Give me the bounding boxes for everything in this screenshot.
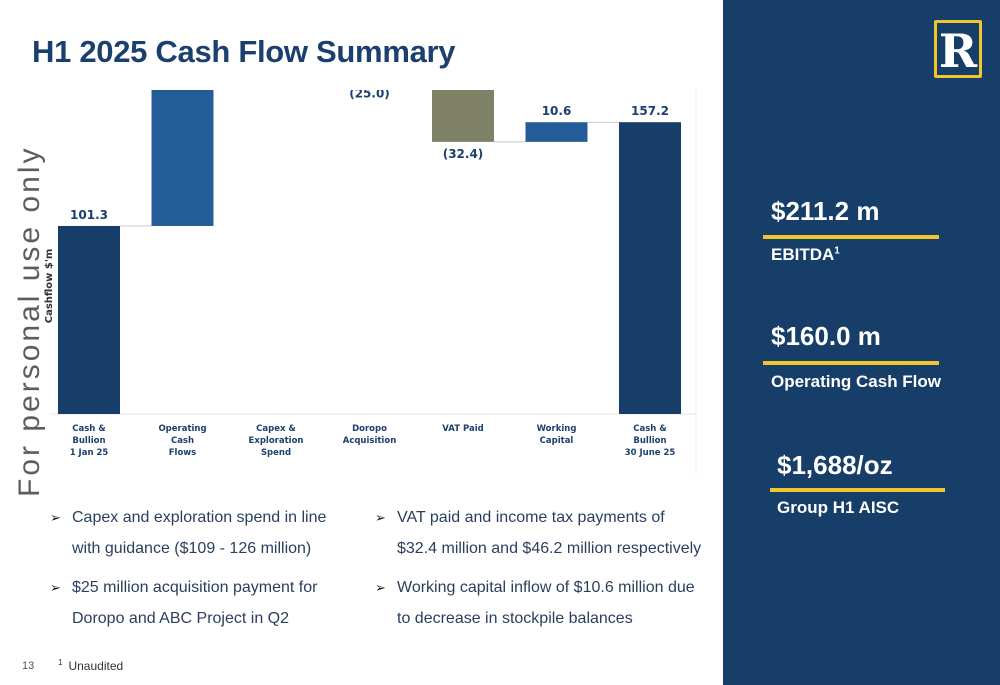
arrow-bullet-icon: ➢	[50, 580, 61, 595]
kpi-ocf-label: Operating Cash Flow	[771, 372, 942, 391]
kpi-aisc-value: $1,688/oz	[777, 450, 893, 480]
category-label-0-0: Cash &	[72, 424, 106, 434]
category-label-6-1: Bullion	[633, 436, 666, 446]
bullet-text: VAT paid and income tax payments of $32.…	[397, 509, 702, 557]
bar-value-label-3: (25.0)	[349, 90, 390, 101]
y-axis-label: Cashflow $'m	[44, 249, 55, 324]
slide-title: H1 2025 Cash Flow Summary	[32, 34, 456, 69]
category-label-2-2: Spend	[261, 448, 291, 458]
bullet-capex: ➢ Capex and exploration spend in line wi…	[50, 502, 350, 564]
footnote: 1 Unaudited	[58, 658, 123, 673]
bullet-acquisition: ➢ $25 million acquisition payment for Do…	[50, 572, 350, 634]
bullet-text: $25 million acquisition payment for Doro…	[72, 579, 318, 627]
kpi-side-panel: R $211.2 m EBITDA1 $160.0 m Operating Ca…	[723, 0, 1000, 685]
waterfall-bar-6	[619, 122, 681, 414]
kpi-ebitda-underline	[763, 235, 939, 239]
category-label-0-1: Bullion	[72, 436, 105, 446]
bullet-working-capital: ➢ Working capital inflow of $10.6 millio…	[375, 572, 705, 634]
category-label-4-0: VAT Paid	[442, 424, 483, 434]
logo-letter: R	[939, 24, 978, 78]
bar-value-label-6: 157.2	[631, 104, 669, 118]
category-label-3-1: Acquisition	[343, 436, 397, 446]
arrow-bullet-icon: ➢	[375, 510, 386, 525]
bar-value-label-0: 101.3	[70, 208, 108, 222]
bullets-right: ➢ VAT paid and income tax payments of $3…	[375, 502, 705, 642]
arrow-bullet-icon: ➢	[50, 510, 61, 525]
waterfall-bar-4	[432, 90, 494, 142]
bar-value-label-5: 10.6	[542, 104, 572, 118]
bullet-text: Working capital inflow of $10.6 million …	[397, 579, 695, 627]
arrow-bullet-icon: ➢	[375, 580, 386, 595]
category-label-5-0: Working	[537, 424, 577, 434]
bullet-vat: ➢ VAT paid and income tax payments of $3…	[375, 502, 705, 564]
page-number: 13	[22, 660, 35, 672]
category-label-0-2: 1 Jan 25	[70, 448, 109, 458]
category-label-5-1: Capital	[540, 436, 574, 446]
category-label-6-2: 30 June 25	[625, 448, 676, 458]
footnote-text: Unaudited	[68, 659, 124, 673]
kpi-ebitda-label: EBITDA1	[771, 245, 840, 265]
waterfall-bar-1	[151, 90, 214, 226]
kpi-ocf-underline	[763, 361, 939, 365]
footnote-mark: 1	[58, 658, 63, 667]
bullets-left: ➢ Capex and exploration spend in line wi…	[50, 502, 350, 642]
category-label-1-1: Cash	[171, 436, 194, 446]
category-label-6-0: Cash &	[633, 424, 667, 434]
category-label-3-0: Doropo	[352, 424, 387, 434]
kpi-aisc-label: Group H1 AISC	[777, 498, 900, 517]
bar-value-label-4: (32.4)	[443, 147, 484, 161]
waterfall-bar-0	[58, 225, 120, 414]
waterfall-bar-5	[525, 122, 588, 142]
kpi-ebitda-footnote-mark: 1	[834, 245, 840, 257]
category-label-1-2: Flows	[169, 448, 196, 458]
company-logo-icon: R	[934, 20, 982, 78]
kpi-ocf-value: $160.0 m	[771, 321, 881, 351]
kpi-ebitda-value: $211.2 m	[771, 196, 880, 226]
kpi-aisc-underline	[770, 488, 945, 492]
bullet-text: Capex and exploration spend in line with…	[72, 509, 327, 557]
kpi-ebitda-label-text: EBITDA	[771, 245, 835, 264]
category-label-2-1: Exploration	[249, 436, 304, 446]
category-label-1-0: Operating	[158, 424, 206, 434]
category-label-2-0: Capex &	[256, 424, 296, 434]
